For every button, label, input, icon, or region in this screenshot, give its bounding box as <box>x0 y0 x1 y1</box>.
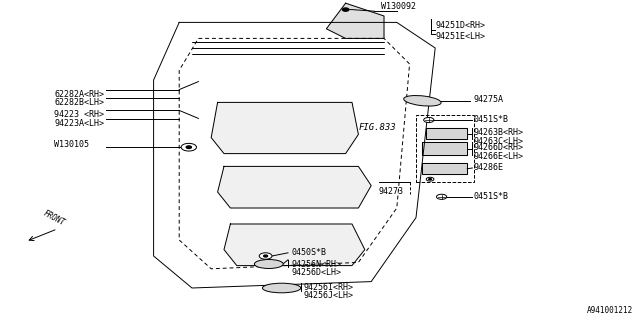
Text: A941001212: A941001212 <box>588 306 634 315</box>
Text: 94256N<RH>: 94256N<RH> <box>291 260 341 269</box>
Text: 0451S*B: 0451S*B <box>474 192 509 201</box>
Text: 94266E<LH>: 94266E<LH> <box>474 152 524 161</box>
Text: 94251D<RH>: 94251D<RH> <box>435 21 485 30</box>
Text: 0451S*B: 0451S*B <box>474 116 509 124</box>
Text: 94263C<LH>: 94263C<LH> <box>474 137 524 146</box>
Text: W130092: W130092 <box>381 2 416 11</box>
Polygon shape <box>154 22 435 288</box>
Polygon shape <box>422 163 467 174</box>
Circle shape <box>181 143 196 151</box>
Bar <box>416 115 474 182</box>
Text: FRONT: FRONT <box>42 208 67 227</box>
Circle shape <box>186 146 191 148</box>
Ellipse shape <box>255 260 283 268</box>
Polygon shape <box>426 128 467 139</box>
Text: 94256J<LH>: 94256J<LH> <box>304 291 354 300</box>
Polygon shape <box>326 3 384 38</box>
Circle shape <box>342 8 349 11</box>
Circle shape <box>259 253 272 259</box>
Text: 94223A<LH>: 94223A<LH> <box>54 119 104 128</box>
Circle shape <box>264 255 268 257</box>
Text: 94256D<LH>: 94256D<LH> <box>291 268 341 277</box>
Text: 62282A<RH>: 62282A<RH> <box>54 90 104 99</box>
Text: 94251E<LH>: 94251E<LH> <box>435 32 485 41</box>
Polygon shape <box>211 102 358 154</box>
Circle shape <box>426 177 434 181</box>
Polygon shape <box>422 142 467 155</box>
Text: 94275A: 94275A <box>474 95 504 104</box>
Text: 94256I<RH>: 94256I<RH> <box>304 283 354 292</box>
Text: 94286E: 94286E <box>474 164 504 172</box>
Text: 94223 <RH>: 94223 <RH> <box>54 110 104 119</box>
Text: 0450S*B: 0450S*B <box>291 248 326 257</box>
Circle shape <box>436 194 447 199</box>
Polygon shape <box>218 166 371 208</box>
Polygon shape <box>224 224 365 266</box>
Text: 62282B<LH>: 62282B<LH> <box>54 98 104 107</box>
Text: 94263B<RH>: 94263B<RH> <box>474 128 524 137</box>
Text: 94273: 94273 <box>379 187 404 196</box>
Circle shape <box>424 117 434 123</box>
Text: FIG.833: FIG.833 <box>358 124 396 132</box>
Text: W130105: W130105 <box>54 140 90 149</box>
Text: 94266D<RH>: 94266D<RH> <box>474 143 524 152</box>
Ellipse shape <box>262 283 301 293</box>
Ellipse shape <box>404 96 441 106</box>
Circle shape <box>429 179 431 180</box>
